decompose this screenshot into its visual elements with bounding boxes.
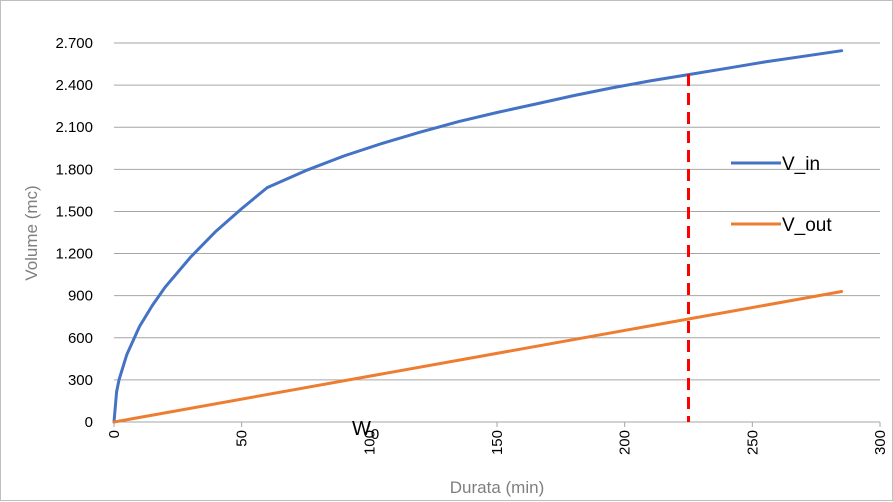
y-tick-label: 0 <box>85 414 93 431</box>
x-axis-title: Durata (min) <box>450 478 544 497</box>
y-tick-label: 2.700 <box>55 35 93 52</box>
tick-labels: 0 300 600 900 1.200 1.500 1.800 2.100 2.400 2.700… <box>55 35 889 455</box>
legend: V_in V_out <box>731 154 832 236</box>
y-axis-title: Volume (mc) <box>22 185 41 280</box>
x-tick-label: 300 <box>872 430 889 455</box>
series-line-v-out <box>112 290 844 424</box>
y-tick-label: 1.800 <box>55 161 93 178</box>
series-line-v-in <box>112 49 844 424</box>
y-tick-label: 2.100 <box>55 119 93 136</box>
y-tick-label: 900 <box>68 288 93 305</box>
annotation-w0: W0 <box>352 418 379 443</box>
y-tick-label: 300 <box>68 372 93 389</box>
y-tick-label: 1.200 <box>55 246 93 263</box>
x-tick-label: 100 <box>361 430 378 455</box>
x-tick-label: 200 <box>617 430 634 455</box>
y-tick-label: 2.400 <box>55 77 93 94</box>
y-tick-label: 1.500 <box>55 203 93 220</box>
x-tick-label: 150 <box>489 430 506 455</box>
series-lines <box>112 49 844 424</box>
annotation-w0-sub: 0 <box>371 426 379 443</box>
x-tick-label: 0 <box>106 430 123 438</box>
legend-label-v-in: V_in <box>782 154 820 175</box>
gridlines <box>114 42 880 381</box>
annotation-w0-base: W <box>352 418 371 440</box>
x-tick-label: 50 <box>234 430 251 447</box>
legend-label-v-out: V_out <box>782 215 832 236</box>
y-tick-label: 600 <box>68 330 93 347</box>
axes <box>113 421 881 427</box>
x-tick-label: 250 <box>744 430 761 455</box>
